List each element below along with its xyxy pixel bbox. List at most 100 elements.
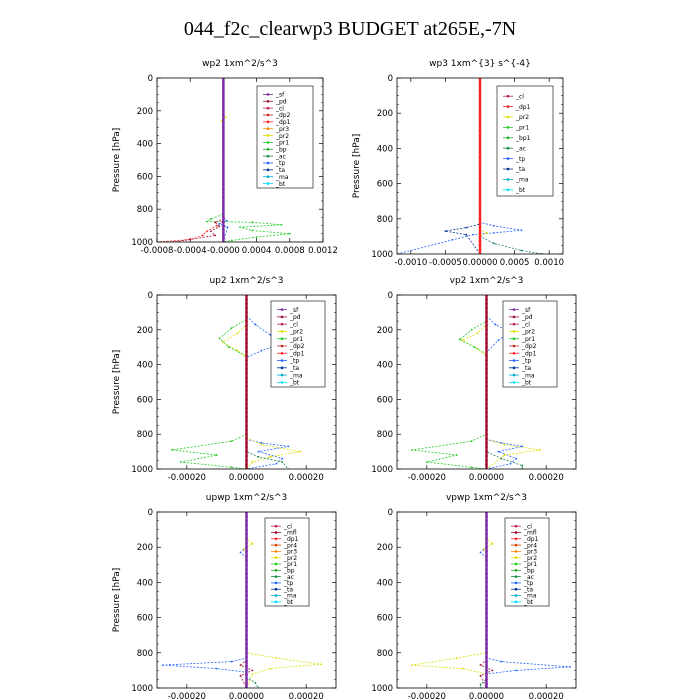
data-point [458, 338, 461, 341]
y-tick-label: 800 [137, 205, 153, 215]
series-line-pr1 [205, 78, 290, 242]
data-point [478, 208, 482, 212]
y-tick-label: 200 [377, 109, 393, 119]
x-tick-label: -0.0005 [429, 258, 462, 268]
legend: _sf_pd_cl_dp2_dp1_pr3_pr2_pr1_bp_ac_tp_t… [256, 85, 314, 189]
legend-marker [266, 141, 270, 144]
data-point [485, 607, 488, 611]
data-point [478, 129, 482, 133]
y-tick-label: 600 [377, 614, 393, 624]
y-tick-label: 400 [137, 578, 153, 588]
x-tick-label: -0.0004 [174, 246, 207, 256]
y-tick-label: 0 [388, 74, 393, 84]
data-point [451, 239, 454, 241]
legend-label: _bp1 [515, 135, 531, 142]
legend-label: _ma [521, 372, 535, 379]
legend-marker [514, 524, 518, 528]
x-tick-label: 0.0005 [500, 258, 530, 268]
data-point [251, 673, 254, 675]
data-point [465, 226, 468, 229]
legend-marker [266, 127, 270, 131]
x-tick-label: 0.00000 [229, 473, 264, 483]
legend-marker [514, 575, 518, 578]
series-group [171, 295, 302, 469]
data-point [485, 332, 488, 336]
data-point [245, 673, 248, 677]
legend-label: _tp [289, 358, 299, 365]
data-point [281, 457, 284, 460]
data-point [239, 226, 241, 229]
data-point [222, 183, 225, 186]
data-point [189, 238, 192, 241]
legend: _sf_pd_cl_pr2_pr1_dp2_dp1_tp_ta_ma_bt [270, 300, 326, 388]
data-point [222, 224, 225, 227]
data-point [494, 323, 497, 326]
x-tick-label: 0.00000 [469, 692, 504, 700]
data-point [485, 677, 488, 681]
data-point [485, 324, 488, 327]
data-point [245, 563, 248, 567]
data-point [245, 625, 248, 628]
data-point [478, 182, 482, 185]
legend-label: _pd [275, 98, 287, 105]
data-point [222, 113, 225, 117]
legend: _cl_mfl_dp1_pr4_pr3_pr2_pr1_bp_ac_tp_ta_… [504, 517, 550, 607]
data-point [485, 411, 488, 414]
data-point [224, 116, 227, 119]
y-tick-label: 200 [137, 543, 153, 553]
legend-label: _pr1 [523, 561, 537, 568]
data-point [222, 236, 225, 240]
data-point [485, 406, 488, 410]
y-axis-label: Pressure [hPa] [112, 350, 122, 415]
data-point [245, 363, 248, 366]
y-tick-label: 400 [377, 144, 393, 154]
legend-marker [280, 330, 284, 333]
series-line-tp [246, 295, 289, 469]
data-point [245, 532, 248, 536]
data-point [485, 424, 488, 427]
data-point [245, 682, 248, 685]
data-point [251, 221, 254, 224]
x-tick-label: 0.00000 [469, 473, 504, 483]
data-point [245, 424, 248, 427]
data-point [485, 638, 488, 641]
data-point [269, 455, 272, 458]
data-point [222, 154, 225, 158]
data-point [485, 319, 488, 323]
data-point [478, 248, 482, 251]
data-point [245, 611, 248, 615]
legend-label: _dp1 [515, 104, 531, 111]
data-point [222, 146, 225, 149]
legend-marker [506, 188, 510, 192]
legend-label: _dp1 [283, 536, 299, 543]
data-point [245, 633, 248, 637]
data-point [245, 341, 248, 345]
data-point [245, 463, 248, 466]
data-point [444, 230, 447, 233]
plot-frame [396, 511, 577, 689]
series-group [397, 78, 544, 254]
data-point [478, 221, 482, 225]
legend-marker [514, 581, 518, 585]
legend-label: _pr2 [521, 329, 535, 336]
data-point [222, 109, 225, 113]
data-point [485, 669, 488, 672]
y-tick-label: 200 [137, 326, 153, 336]
data-point [485, 537, 488, 540]
data-point [485, 372, 488, 375]
legend-marker [280, 381, 284, 384]
legend-label: _pr4 [283, 542, 297, 549]
legend-label: _sf [289, 307, 299, 314]
legend-label: _pd [289, 314, 301, 321]
data-point [478, 133, 482, 137]
legend-label: _ta [289, 365, 299, 372]
y-axis-label: Pressure [hPa] [352, 134, 362, 199]
legend-marker [280, 322, 284, 326]
legend-label: _bt [515, 187, 526, 194]
data-point [245, 620, 248, 624]
data-point [485, 594, 488, 597]
plot-frame [156, 294, 337, 470]
legend-label: _pr2 [515, 114, 529, 121]
data-point [245, 651, 248, 655]
data-point [485, 554, 488, 558]
